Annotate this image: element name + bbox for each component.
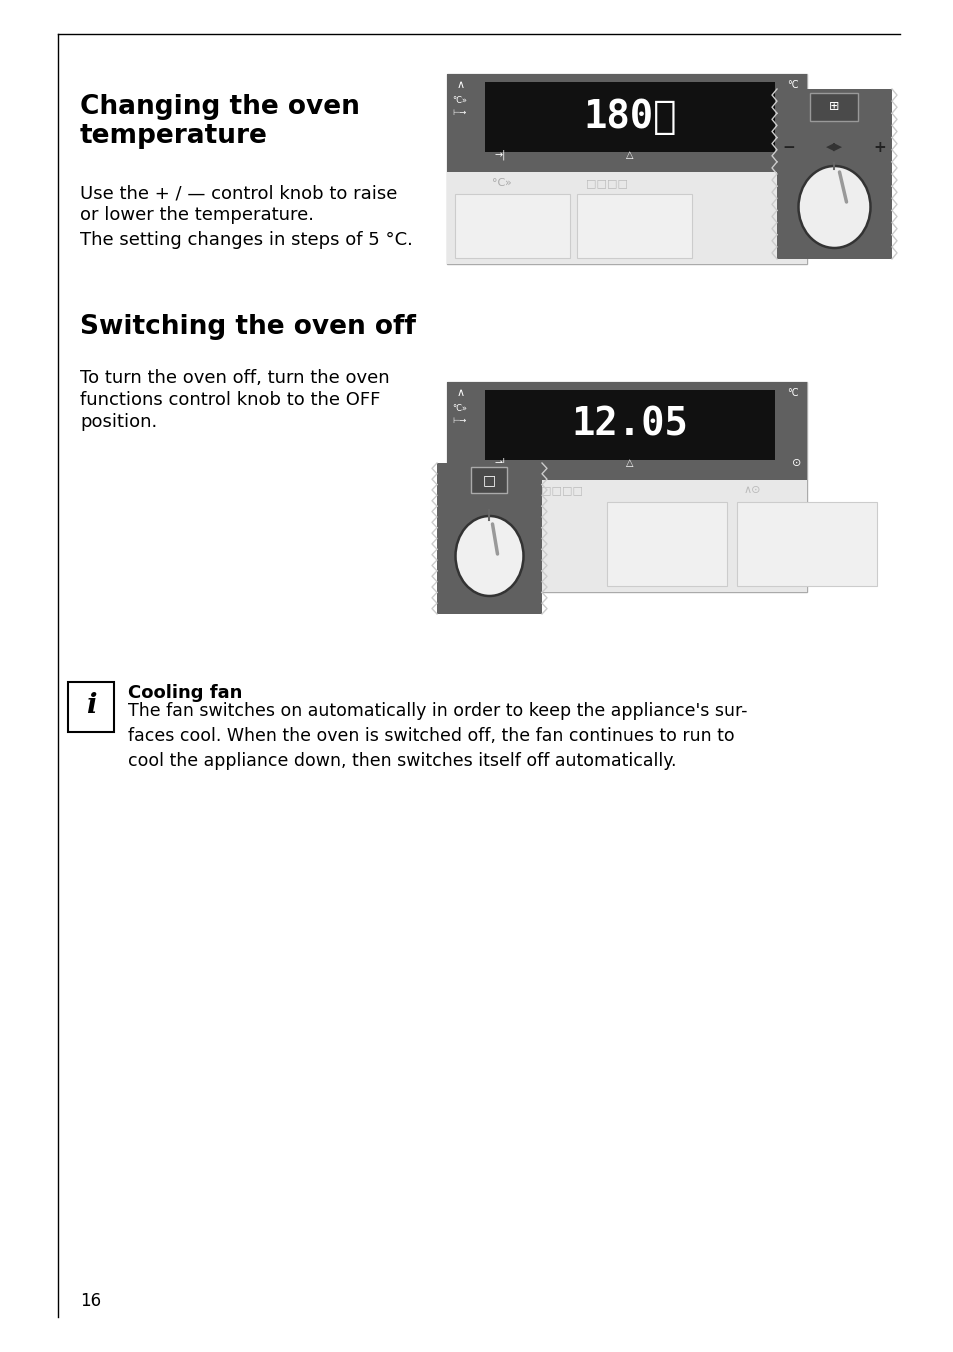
Text: To turn the oven off, turn the oven: To turn the oven off, turn the oven <box>80 369 389 387</box>
Text: △: △ <box>625 458 633 468</box>
Text: The setting changes in steps of 5 °C.: The setting changes in steps of 5 °C. <box>80 231 413 249</box>
Bar <box>447 74 806 172</box>
Bar <box>447 74 806 264</box>
Text: →|: →| <box>495 457 506 468</box>
Text: or lower the temperature.: or lower the temperature. <box>80 206 314 224</box>
Text: ∧⊙: ∧⊙ <box>742 485 760 495</box>
Text: ⊙: ⊙ <box>791 458 801 468</box>
Bar <box>776 89 891 260</box>
Text: i: i <box>86 692 96 719</box>
Bar <box>606 502 726 585</box>
Text: □: □ <box>482 473 496 487</box>
Text: ⊙: ⊙ <box>791 150 801 160</box>
Text: ⊢→: ⊢→ <box>452 416 466 425</box>
Bar <box>471 466 507 493</box>
Text: 12.05: 12.05 <box>571 406 688 443</box>
Text: 16: 16 <box>80 1293 101 1310</box>
Text: △: △ <box>625 150 633 160</box>
Text: °C: °C <box>786 80 799 91</box>
Text: position.: position. <box>80 412 157 431</box>
Text: °C»: °C» <box>492 178 512 188</box>
Text: The fan switches on automatically in order to keep the appliance's sur-
faces co: The fan switches on automatically in ord… <box>128 702 747 771</box>
Bar <box>484 82 774 151</box>
Text: 180℃: 180℃ <box>582 97 676 137</box>
Bar <box>810 93 858 120</box>
Text: □□□□: □□□□ <box>540 485 582 495</box>
Text: ◀▶: ◀▶ <box>825 142 842 151</box>
Text: Changing the oven
temperature: Changing the oven temperature <box>80 95 359 149</box>
Text: °C»: °C» <box>452 404 467 412</box>
Text: °C: °C <box>786 388 799 397</box>
Bar <box>447 172 806 264</box>
Bar <box>455 193 569 258</box>
Text: Switching the oven off: Switching the oven off <box>80 314 416 339</box>
Ellipse shape <box>798 166 869 247</box>
Bar <box>484 389 774 460</box>
Text: functions control knob to the OFF: functions control knob to the OFF <box>80 391 380 410</box>
Bar <box>447 383 806 592</box>
Bar <box>577 193 691 258</box>
Text: −: − <box>781 139 795 154</box>
Text: □□□□: □□□□ <box>585 178 627 188</box>
Text: ∧: ∧ <box>456 80 465 91</box>
Text: ∧: ∧ <box>456 388 465 397</box>
Ellipse shape <box>455 516 523 596</box>
Bar <box>447 480 806 592</box>
Text: Cooling fan: Cooling fan <box>128 684 242 702</box>
Text: ⊞: ⊞ <box>828 100 839 114</box>
Bar <box>737 502 876 585</box>
Text: →|: →| <box>495 150 506 160</box>
Text: °C»: °C» <box>452 96 467 105</box>
Bar <box>447 383 806 480</box>
Bar <box>436 462 541 614</box>
Text: +: + <box>873 139 885 154</box>
Text: ⊢→: ⊢→ <box>452 108 466 118</box>
Bar <box>68 681 113 731</box>
Text: Use the + / — control knob to raise: Use the + / — control knob to raise <box>80 184 397 201</box>
